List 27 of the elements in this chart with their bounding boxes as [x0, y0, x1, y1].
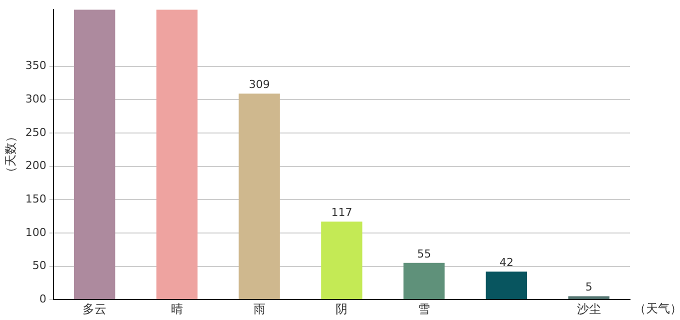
x-axis-title: （天气） [634, 302, 680, 316]
x-tick-label: 多云 [82, 302, 107, 316]
y-tick-label: 50 [32, 259, 46, 272]
data-label: 42 [499, 256, 514, 269]
x-tick-label: 雪 [418, 302, 430, 316]
data-label: 117 [331, 206, 352, 219]
x-tick-label: 阴 [336, 302, 348, 316]
y-tick-label: 100 [25, 226, 46, 239]
bar [74, 10, 116, 300]
data-label: 5 [585, 280, 592, 294]
y-axis-title: （天数） [3, 130, 18, 179]
y-tick-label: 300 [25, 92, 46, 106]
bar [238, 94, 280, 300]
bar [321, 222, 362, 300]
y-tick-label: 200 [25, 159, 46, 172]
x-tick-label: 沙尘 [576, 302, 601, 316]
y-tick-label: 0 [39, 292, 46, 306]
y-tick-label: 350 [25, 59, 46, 72]
data-label: 309 [248, 78, 270, 91]
x-tick-label: 晴 [170, 302, 183, 316]
y-tick-label: 150 [25, 192, 46, 206]
bar [403, 262, 445, 300]
bar [156, 10, 198, 300]
bar [486, 272, 528, 300]
x-tick-label: 雨 [253, 302, 266, 316]
y-tick-label: 250 [25, 126, 46, 139]
data-label: 55 [417, 247, 432, 260]
